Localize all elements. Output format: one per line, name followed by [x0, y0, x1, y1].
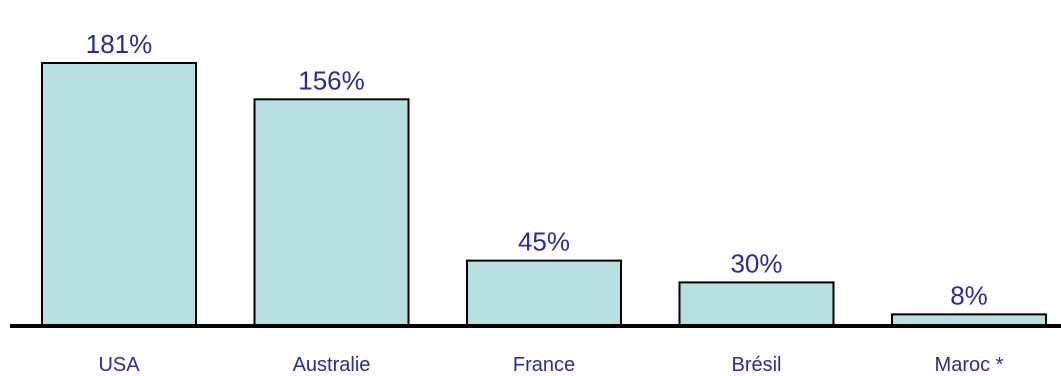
bar-usa — [41, 62, 197, 327]
value-label: 181% — [86, 29, 153, 59]
value-label: 8% — [950, 280, 988, 310]
category-label: France — [513, 354, 575, 376]
bar-france — [466, 259, 622, 327]
value-label: 45% — [518, 227, 570, 257]
value-label: 156% — [298, 65, 365, 95]
category-label: Maroc * — [935, 354, 1004, 376]
category-labels-group: USA Australie France Brésil Maroc * — [98, 354, 1003, 376]
category-label: Australie — [293, 354, 371, 376]
bar-br-sil — [678, 281, 835, 328]
bars-group — [41, 62, 1047, 328]
bar-australie — [253, 98, 410, 327]
value-labels-group: 181% 156% 45% 30% 8% — [86, 29, 988, 310]
category-label: USA — [98, 354, 140, 376]
category-label: Brésil — [731, 354, 781, 376]
value-label: 30% — [730, 248, 782, 278]
